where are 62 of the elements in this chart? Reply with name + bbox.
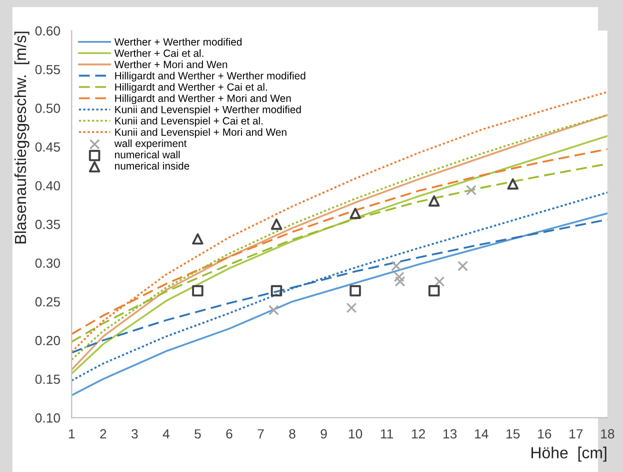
y-tick-label: 0.10 — [35, 413, 60, 423]
legend-label: Kunii and Levenspiel + Mori and Wen — [115, 128, 286, 138]
y-tick-label: 0.25 — [35, 297, 60, 307]
point — [428, 195, 440, 207]
y-tick-label: 0.60 — [35, 26, 60, 36]
x-tick-label: 3 — [132, 429, 138, 439]
point — [428, 285, 440, 296]
y-tick-label: 0.30 — [35, 258, 60, 268]
point — [192, 285, 204, 296]
x-tick-label: 2 — [100, 429, 106, 438]
point — [394, 276, 406, 287]
point — [394, 272, 404, 282]
x-tick-label: 17 — [570, 429, 583, 438]
point — [270, 218, 282, 230]
x-tick-label: 8 — [289, 429, 296, 439]
x-tick-label: 7 — [258, 429, 264, 438]
y-axis-title: Blasenaufstiegsgeschw. [m/s] — [14, 32, 30, 244]
x-tick-label: 13 — [444, 429, 457, 439]
x-tick-label: 12 — [412, 429, 426, 438]
point — [458, 260, 468, 272]
y-tick-label: 0.50 — [35, 104, 60, 113]
point — [434, 276, 445, 287]
y-tick-label: 0.20 — [35, 336, 60, 346]
y-tick-label: 0.35 — [35, 220, 60, 230]
point — [268, 304, 279, 316]
legend-label: numerical inside — [115, 162, 190, 170]
point — [350, 208, 361, 219]
y-tick-label: 0.15 — [35, 374, 60, 384]
point — [350, 285, 361, 296]
point — [466, 184, 476, 196]
x-tick-label: 18 — [601, 429, 614, 439]
legend-label: Werther + Werther modified — [114, 38, 242, 46]
x-tick-label: 15 — [506, 429, 520, 439]
y-tick-label: 0.55 — [35, 64, 60, 74]
x-tick-label: 16 — [538, 429, 552, 439]
legend-label: Hilligardt and Werther + Werther modified — [115, 72, 306, 82]
legend-label: Kunii and Levenspiel + Cai et al. — [115, 116, 263, 127]
x-tick-label: 5 — [194, 429, 201, 439]
y-tick-label: 0.45 — [35, 142, 60, 152]
legend-label: Hilligardt and Werther + Cai et al. — [115, 83, 267, 93]
point — [346, 302, 357, 314]
x-tick-label: 11 — [380, 429, 394, 438]
y-tick-label: 0.40 — [35, 181, 60, 190]
x-tick-label: 4 — [162, 429, 170, 438]
x-tick-label: 9 — [320, 429, 327, 439]
point — [507, 178, 519, 190]
x-tick-label: 6 — [226, 429, 232, 439]
legend-label: Hilligardt and Werther + Mori and Wen — [115, 94, 291, 104]
x-axis-title: Höhe [cm] — [532, 446, 606, 462]
x-tick-label: 14 — [475, 429, 488, 438]
legend-label: numerical wall — [115, 150, 180, 158]
legend-label: wall experiment — [114, 139, 187, 150]
point — [270, 285, 282, 296]
x-tick-label: 1 — [68, 429, 75, 438]
point — [391, 260, 402, 272]
point — [192, 233, 204, 245]
legend-label: Werther + Mori and Wen — [114, 60, 228, 68]
x-tick-label: 10 — [348, 429, 362, 439]
legend-label: Werther + Cai et al. — [114, 49, 204, 57]
legend-label: Kunii and Levenspiel + Werther modified — [115, 106, 301, 116]
line-series — [72, 212, 608, 396]
line-series — [72, 192, 608, 382]
